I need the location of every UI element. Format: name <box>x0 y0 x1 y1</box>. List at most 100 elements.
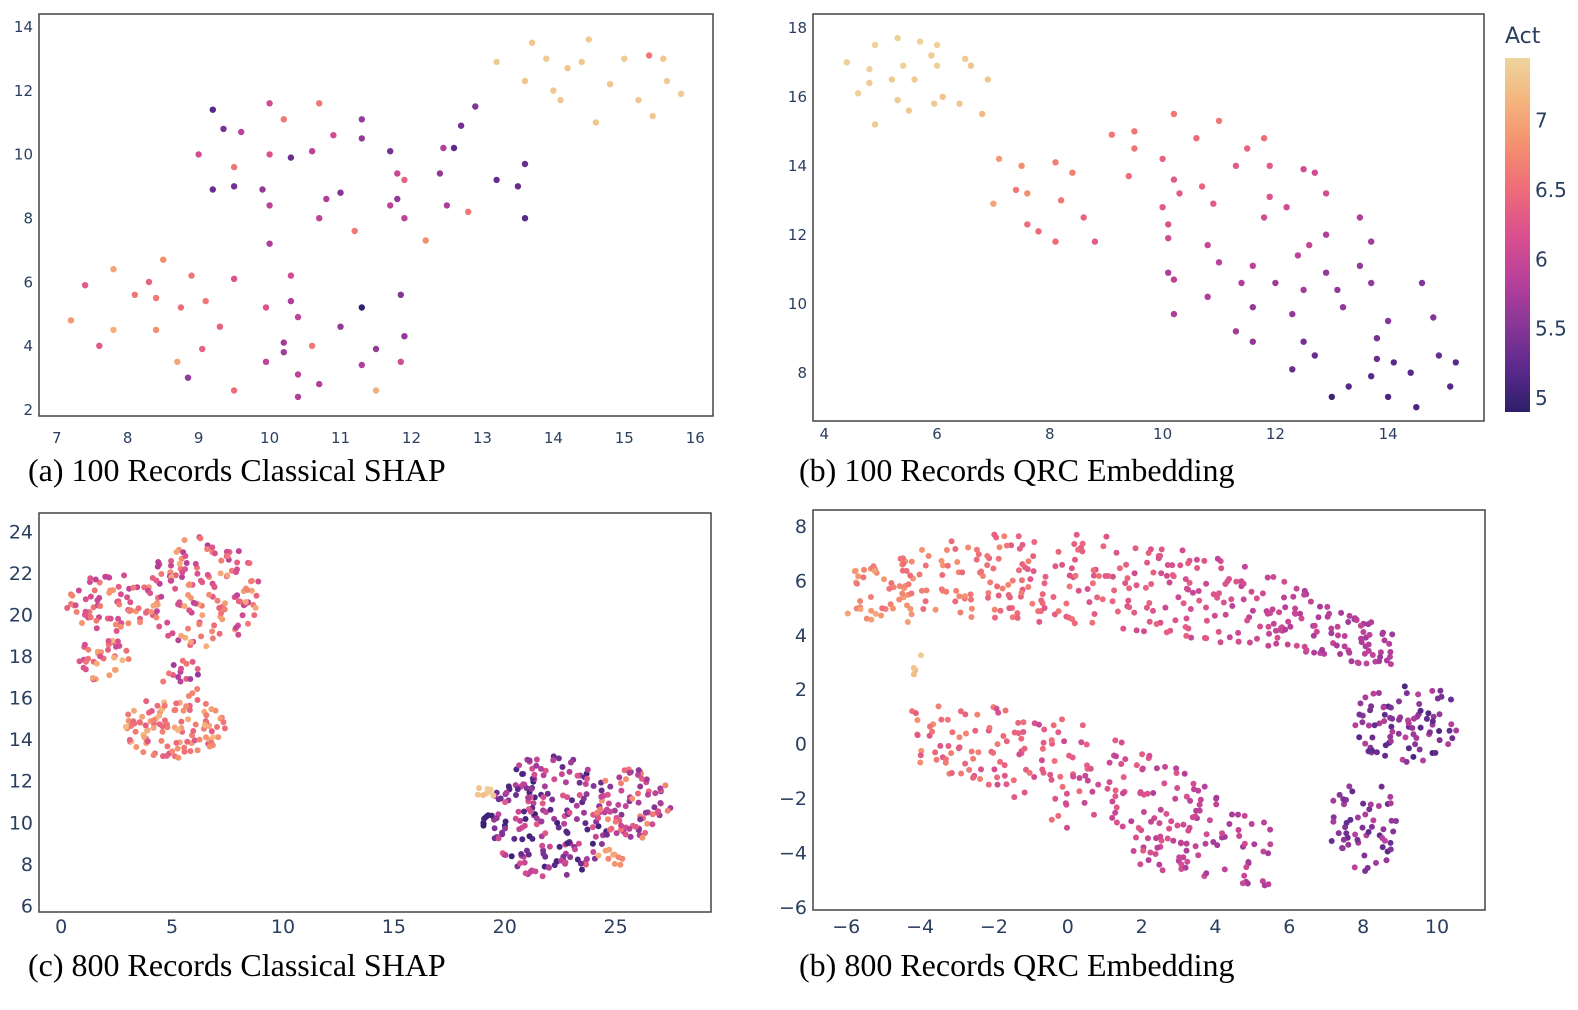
data-point <box>1354 659 1361 666</box>
data-point <box>899 590 906 597</box>
data-point <box>932 749 939 756</box>
data-point <box>1026 769 1033 776</box>
data-point <box>493 58 500 66</box>
colorbar-tick-label: 6 <box>1535 247 1548 271</box>
data-point <box>266 151 273 158</box>
colorbar-ticks: 5 5.5 6 6.5 7 <box>1535 108 1567 410</box>
data-point <box>1361 852 1368 859</box>
data-point <box>1072 556 1078 563</box>
data-point <box>990 565 997 572</box>
data-point <box>578 58 585 66</box>
data-point <box>330 132 337 139</box>
data-point <box>1183 585 1190 592</box>
caption-d: (b) 800 Records QRC Embedding <box>799 947 1235 983</box>
data-point <box>1104 785 1111 792</box>
data-point <box>1006 605 1013 612</box>
data-point <box>203 734 209 741</box>
data-point <box>1169 562 1176 569</box>
y-tick-label: 12 <box>788 226 807 244</box>
data-point <box>1001 762 1008 769</box>
data-point <box>1356 711 1363 718</box>
data-point <box>564 794 571 801</box>
data-point <box>1381 718 1388 725</box>
data-point <box>82 608 89 615</box>
data-point <box>602 777 609 784</box>
data-point <box>211 583 218 590</box>
data-point <box>590 783 597 789</box>
x-tick-label: 8 <box>1357 916 1369 938</box>
data-point <box>503 789 510 796</box>
data-point <box>1248 588 1255 595</box>
data-point <box>531 771 538 778</box>
data-point <box>111 666 118 673</box>
data-point <box>234 592 241 599</box>
data-point <box>1016 545 1023 552</box>
data-point <box>372 387 380 394</box>
data-point <box>246 560 253 567</box>
data-point <box>175 754 182 761</box>
data-point <box>563 828 570 835</box>
data-point <box>1416 746 1423 753</box>
data-point <box>1126 585 1133 592</box>
data-point <box>1343 830 1350 837</box>
data-point <box>968 614 975 620</box>
data-point <box>1156 820 1163 827</box>
data-point <box>1172 795 1179 802</box>
data-point <box>1135 824 1142 831</box>
data-point <box>1281 594 1287 601</box>
data-point <box>1210 839 1217 845</box>
data-point <box>136 719 143 726</box>
data-point <box>1273 640 1280 647</box>
data-point <box>526 757 533 764</box>
data-point <box>235 598 242 605</box>
data-point <box>192 721 199 728</box>
data-point <box>1215 259 1223 266</box>
x-tick-label: 25 <box>604 916 628 938</box>
data-point <box>975 551 982 558</box>
data-point <box>657 785 664 792</box>
data-point <box>144 727 150 734</box>
data-point <box>986 724 993 731</box>
data-point <box>93 660 100 667</box>
data-point <box>183 703 190 710</box>
data-point <box>963 730 969 737</box>
x-tick-label: 0 <box>1062 916 1074 938</box>
data-point <box>1016 567 1022 574</box>
data-point <box>1195 852 1202 859</box>
data-point <box>1333 642 1340 649</box>
data-point <box>165 632 172 639</box>
data-point <box>635 96 642 104</box>
data-point <box>612 818 619 825</box>
data-point <box>440 144 447 152</box>
data-point <box>188 272 195 279</box>
data-point <box>611 807 618 814</box>
data-point <box>1016 751 1023 758</box>
data-point <box>209 544 216 551</box>
data-point <box>244 587 251 593</box>
data-point <box>1386 640 1393 647</box>
data-point <box>204 546 211 553</box>
data-point <box>519 836 526 843</box>
data-point <box>515 808 522 815</box>
data-point <box>1397 714 1404 721</box>
data-point <box>1390 828 1397 835</box>
data-point <box>1418 279 1426 287</box>
data-point <box>1216 590 1222 597</box>
data-point <box>979 110 986 118</box>
data-point <box>1031 774 1038 780</box>
data-point <box>1264 610 1271 617</box>
data-point <box>615 854 622 861</box>
data-point <box>1011 794 1018 801</box>
data-point <box>186 581 193 588</box>
y-tick-label: 14 <box>788 157 807 175</box>
data-point <box>595 852 602 859</box>
data-point <box>952 598 959 605</box>
data-point <box>944 562 951 569</box>
data-point <box>1152 851 1159 857</box>
data-point <box>221 606 228 613</box>
data-point <box>561 820 568 827</box>
data-point <box>204 571 211 578</box>
data-point <box>1113 549 1120 556</box>
data-point <box>154 702 161 709</box>
data-point <box>1416 701 1423 707</box>
